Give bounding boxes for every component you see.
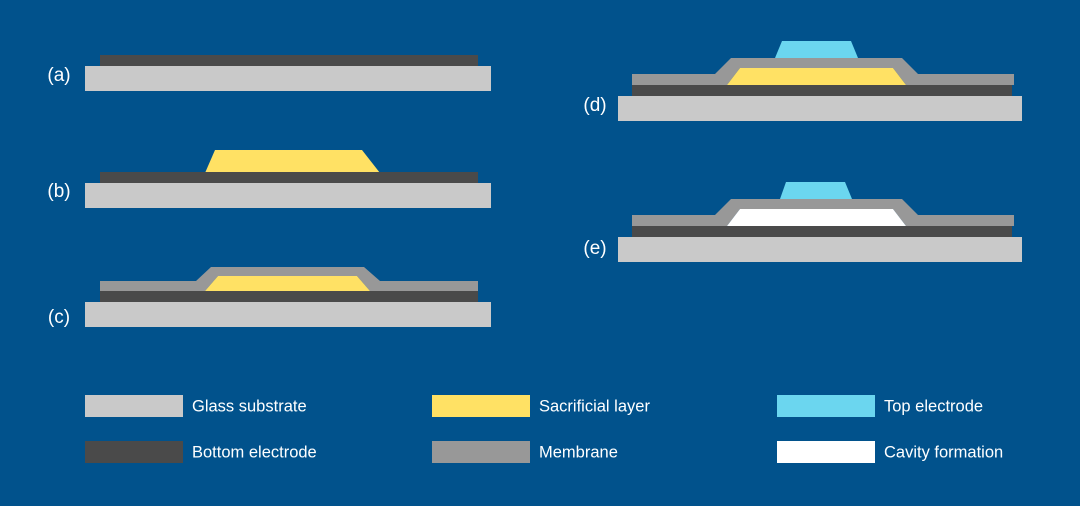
panel-d-top-electrode (775, 41, 858, 58)
legend-swatch-cavity-formation (777, 441, 875, 463)
panel-e-membrane (632, 199, 1014, 226)
panel-b-bottom-electrode (100, 172, 478, 183)
legend-swatch-glass-substrate (85, 395, 183, 417)
legend-label-bottom-electrode: Bottom electrode (192, 443, 317, 461)
legend-label-membrane: Membrane (539, 443, 618, 461)
panel-a: (a) (47, 55, 491, 91)
panel-d-label: (d) (583, 95, 606, 116)
panel-b-sacrificial-layer (205, 150, 380, 173)
panel-d-bottom-electrode (632, 85, 1012, 96)
legend-label-cavity-formation: Cavity formation (884, 443, 1003, 461)
legend-label-sacrificial-layer: Sacrificial layer (539, 397, 650, 415)
panel-e-label: (e) (583, 238, 606, 259)
panel-a-glass-substrate (85, 66, 491, 91)
legend-item-top-electrode: Top electrode (777, 395, 983, 417)
legend-item-sacrificial-layer: Sacrificial layer (432, 395, 650, 417)
panel-d: (d) (583, 41, 1022, 121)
legend-swatch-bottom-electrode (85, 441, 183, 463)
panel-e-glass-substrate (618, 237, 1022, 262)
panel-d-membrane (632, 58, 1014, 85)
legend: Glass substrate Bottom electrode Sacrifi… (85, 395, 1003, 463)
legend-label-glass-substrate: Glass substrate (192, 397, 307, 415)
legend-swatch-membrane (432, 441, 530, 463)
panel-b-glass-substrate (85, 183, 491, 208)
panel-c-label: (c) (48, 307, 70, 328)
panel-a-label: (a) (47, 65, 70, 86)
panel-d-glass-substrate (618, 96, 1022, 121)
panel-a-bottom-electrode (100, 55, 478, 66)
panel-e-bottom-electrode (632, 226, 1012, 237)
panel-e-cavity (727, 209, 906, 226)
legend-swatch-top-electrode (777, 395, 875, 417)
legend-item-membrane: Membrane (432, 441, 618, 463)
panel-c-glass-substrate (85, 302, 491, 327)
panel-c-membrane (100, 267, 478, 291)
legend-item-bottom-electrode: Bottom electrode (85, 441, 317, 463)
panel-c-bottom-electrode (100, 291, 478, 302)
legend-item-cavity-formation: Cavity formation (777, 441, 1003, 463)
panel-b: (b) (47, 150, 491, 208)
panel-c-sacrificial-layer (205, 276, 370, 291)
panel-b-label: (b) (47, 181, 70, 202)
panel-e-top-electrode (780, 182, 852, 199)
panel-d-sacrificial-layer (727, 68, 906, 85)
panel-e: (e) (583, 182, 1022, 262)
legend-label-top-electrode: Top electrode (884, 397, 983, 415)
panel-c: (c) (48, 267, 491, 328)
legend-item-glass-substrate: Glass substrate (85, 395, 307, 417)
legend-swatch-sacrificial-layer (432, 395, 530, 417)
